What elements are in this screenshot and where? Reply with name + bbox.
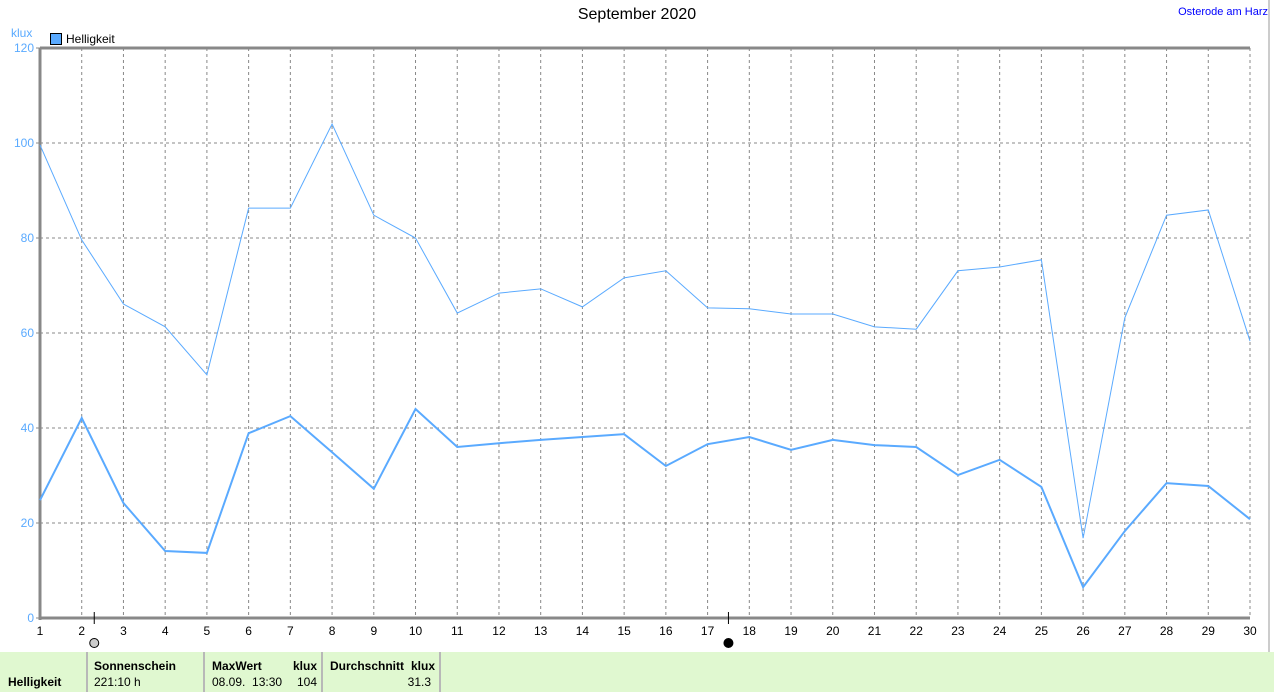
- x-tick-label: 17: [701, 624, 715, 638]
- x-tick-label: 28: [1160, 624, 1174, 638]
- chart: 1 2 3 4 5 6 7 8 9 10 11 12 13 14 15 16 17 18 19 20 21 22 23 24 2…: [14, 41, 1257, 648]
- x-tick-label: 16: [659, 624, 673, 638]
- chart-title: September 2020: [577, 6, 697, 23]
- y-tick-label: 40: [21, 421, 35, 435]
- legend-swatch: [50, 33, 62, 45]
- x-tick-label: 29: [1202, 624, 1216, 638]
- series-line-max: [39, 122, 1251, 539]
- series-line-average: [39, 407, 1251, 590]
- sunshine-label: Sonnenschein: [94, 659, 177, 673]
- x-tick-label: 25: [1035, 624, 1049, 638]
- y-tick-label: 120: [14, 41, 34, 55]
- x-tick-label: 12: [492, 624, 506, 638]
- x-tick-label: 1: [37, 624, 44, 638]
- max-value: 104: [296, 675, 317, 689]
- x-tick-label: 6: [245, 624, 252, 638]
- x-tick-label: 13: [534, 624, 548, 638]
- x-tick-label: 9: [370, 624, 377, 638]
- max-label: MaxWert: [212, 659, 262, 673]
- x-tick-label: 3: [120, 624, 127, 638]
- x-tick-label: 10: [409, 624, 423, 638]
- x-tick-label: 11: [451, 624, 464, 638]
- average-label: Durchschnitt: [330, 659, 405, 673]
- x-tick-label: 7: [287, 624, 294, 638]
- max-cell: MaxWert klux 08.09. 13:30 104: [205, 652, 323, 692]
- average-value: 31.3: [407, 675, 431, 689]
- y-tick-label: 100: [14, 136, 34, 150]
- y-tick-label: 60: [21, 326, 35, 340]
- x-tick-label: 4: [162, 624, 169, 638]
- x-tick-label: 24: [993, 624, 1007, 638]
- x-tick-label: 2: [78, 624, 85, 638]
- summary-row-label-cell: Helligkeit: [0, 652, 88, 692]
- full-moon-icon: [89, 638, 100, 648]
- y-tick-label: 0: [27, 611, 34, 625]
- x-tick-label: 19: [784, 624, 798, 638]
- y-axis-unit: klux: [11, 26, 33, 40]
- x-tick-label: 27: [1118, 624, 1132, 638]
- divider: [1268, 0, 1270, 652]
- x-tick-label: 15: [617, 624, 631, 638]
- y-tick-label: 80: [21, 231, 35, 245]
- x-tick-label: 5: [204, 624, 211, 638]
- legend-label: Helligkeit: [66, 32, 115, 46]
- x-tick-label: 26: [1076, 624, 1090, 638]
- max-date: 08.09. 13:30: [212, 675, 283, 689]
- x-tick-label: 18: [743, 624, 757, 638]
- legend: Helligkeit: [50, 32, 115, 46]
- average-cell: Durchschnitt klux 31.3: [323, 652, 441, 692]
- x-tick-label: 8: [329, 624, 336, 638]
- x-tick-label: 23: [951, 624, 965, 638]
- new-moon-icon: [723, 638, 734, 648]
- max-unit: klux: [292, 659, 317, 673]
- row-label: Helligkeit: [8, 675, 62, 689]
- x-tick-label: 22: [910, 624, 924, 638]
- sunshine-value: 221:10 h: [94, 675, 141, 689]
- average-unit: klux: [410, 659, 435, 673]
- y-tick-label: 20: [21, 516, 35, 530]
- summary-panel: Helligkeit Sonnenschein 221:10 h MaxWert…: [0, 652, 1274, 692]
- location-label: Osterode am Harz: [1178, 6, 1268, 18]
- x-tick-label: 14: [576, 624, 590, 638]
- x-tick-label: 30: [1243, 624, 1257, 638]
- sunshine-cell: Sonnenschein 221:10 h: [88, 652, 205, 692]
- x-tick-label: 21: [868, 624, 882, 638]
- x-tick-label: 20: [826, 624, 840, 638]
